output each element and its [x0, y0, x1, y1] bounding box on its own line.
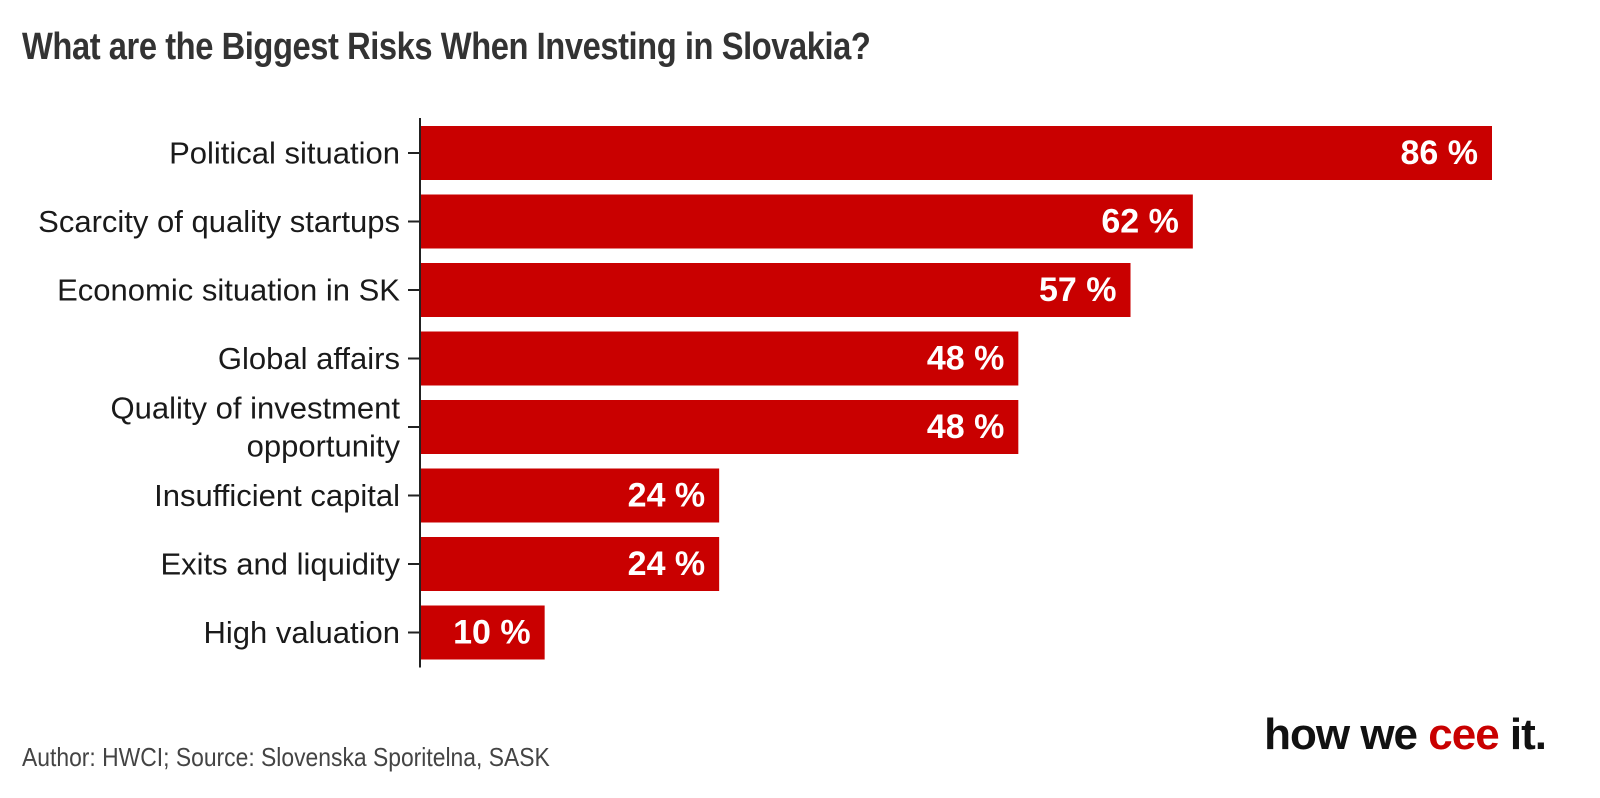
bar-value-label: 24 % — [628, 545, 706, 583]
bar-value-label: 62 % — [1101, 203, 1179, 241]
category-label: Economic situation in SK — [57, 273, 400, 308]
source-attribution: Author: HWCI; Source: Slovenska Sporitel… — [22, 742, 550, 772]
category-label: Global affairs — [218, 341, 400, 376]
category-label: High valuation — [204, 615, 400, 650]
bar-value-label: 48 % — [927, 408, 1005, 446]
brand-logo: how we cee it. — [1264, 710, 1547, 760]
bar-value-label: 10 % — [453, 614, 531, 652]
bar — [420, 468, 720, 523]
bar-value-label: 48 % — [927, 340, 1005, 378]
bar-value-label: 86 % — [1401, 134, 1479, 172]
brand-logo-accent: cee — [1428, 710, 1499, 759]
brand-logo-part1: how we — [1264, 710, 1429, 759]
bar — [420, 537, 720, 591]
bar — [420, 605, 545, 660]
bar — [420, 194, 1193, 249]
category-label: Quality of investment — [111, 391, 401, 426]
bar-value-label: 24 % — [628, 477, 706, 515]
category-label: Scarcity of quality startups — [38, 204, 400, 239]
bar-value-label: 57 % — [1039, 271, 1117, 309]
chart-title: What are the Biggest Risks When Investin… — [22, 26, 871, 68]
bar — [420, 331, 1019, 386]
bar — [420, 126, 1492, 180]
category-label: Political situation — [169, 136, 400, 171]
category-label: opportunity — [247, 429, 401, 464]
category-label: Exits and liquidity — [160, 547, 400, 582]
bar — [420, 400, 1019, 454]
brand-logo-part2: it. — [1498, 710, 1547, 759]
bar — [420, 263, 1131, 317]
category-label: Insufficient capital — [154, 478, 400, 513]
